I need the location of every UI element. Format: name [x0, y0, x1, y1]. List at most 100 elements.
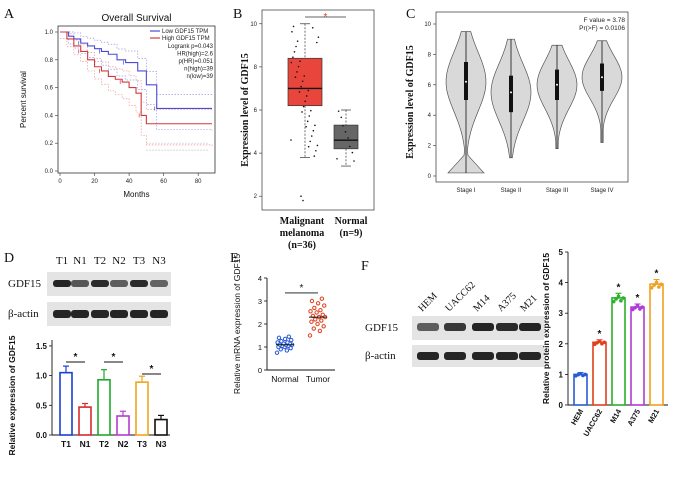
significance-star: *	[598, 329, 602, 340]
data-point	[301, 80, 304, 83]
x-tick-label: 40	[126, 179, 133, 185]
data-point	[305, 95, 308, 97]
category-label: HEM	[569, 408, 585, 427]
y-tick-label: 1	[559, 370, 564, 379]
data-point	[659, 282, 664, 287]
data-point	[322, 303, 327, 308]
y-tick-label: 1	[258, 343, 262, 352]
bar	[154, 418, 168, 436]
data-point	[318, 308, 323, 313]
data-point	[305, 125, 307, 128]
category-label: N1	[80, 439, 91, 449]
data-point	[275, 340, 280, 345]
bar	[611, 297, 626, 406]
y-tick-label: 10	[250, 22, 257, 28]
data-point	[284, 348, 290, 353]
data-point	[317, 328, 323, 334]
outlier-point	[300, 195, 302, 198]
blot-lane-label: HEM	[416, 291, 440, 315]
blot-band	[519, 352, 541, 360]
y-tick-label: 2	[559, 340, 564, 349]
blot-band	[53, 280, 71, 287]
data-point	[310, 135, 313, 137]
blot-row-label: GDF15	[8, 278, 42, 290]
panel-a-survival-chart: Overall Survival 0 20 40 60 80 0.0 0.2 0.4 0.6 0.8…	[19, 13, 216, 199]
data-point	[351, 151, 354, 154]
violin-median	[556, 83, 558, 86]
data-point	[307, 89, 310, 92]
y-tick-label: 0.5	[36, 401, 48, 410]
data-point	[316, 41, 318, 44]
data-point	[621, 296, 626, 300]
blot-band	[110, 310, 128, 318]
plot-frame	[57, 25, 216, 174]
y-tick-label: 6	[428, 83, 432, 89]
panel-label-a: A	[4, 7, 15, 22]
data-point	[313, 317, 318, 322]
y-tick-label: 1.0	[36, 372, 48, 381]
significance-star: *	[636, 293, 640, 304]
x-tick-label: 80	[195, 179, 202, 185]
significance-star: *	[150, 364, 154, 375]
category-label: Stage I	[456, 188, 475, 194]
survival-curve	[60, 31, 212, 125]
y-tick-label: 0.4	[45, 113, 54, 119]
data-point	[310, 109, 312, 112]
category-label: Stage III	[546, 188, 569, 194]
blot-band	[53, 310, 71, 318]
data-point	[649, 286, 654, 290]
data-point	[614, 297, 618, 301]
category-label: (n=36)	[288, 240, 316, 251]
bar	[97, 378, 111, 436]
blot-row-label: β-actin	[365, 350, 396, 362]
data-point	[312, 305, 317, 311]
y-tick-label: 2	[428, 144, 432, 150]
data-point	[583, 372, 588, 377]
data-point	[320, 312, 325, 317]
legend-label: Low GDF15 TPM	[162, 29, 208, 35]
y-axis-label: Relative mRNA expression of GDF15	[232, 254, 242, 395]
data-point	[299, 60, 301, 62]
significance-star: *	[324, 12, 328, 23]
y-tick-label: 2	[258, 320, 262, 329]
data-point	[347, 137, 349, 139]
panel-label-c: C	[406, 7, 415, 22]
y-axis-label: Relative expression of GDF15	[7, 335, 17, 455]
bar	[649, 283, 664, 406]
data-point	[296, 71, 298, 73]
panel-label-f: F	[361, 259, 369, 274]
y-axis-label: Expression level of GDF15	[240, 53, 251, 166]
data-point	[309, 140, 312, 143]
violin-iqr-box	[509, 75, 513, 113]
blot-band	[472, 352, 494, 360]
y-tick-label: 3	[258, 297, 262, 306]
y-tick-label: 1.0	[45, 30, 54, 36]
blot-band	[71, 280, 89, 287]
category-label: Malignant	[280, 216, 325, 227]
y-tick-label: 5	[559, 248, 564, 257]
category-label: Tumor	[306, 374, 330, 384]
data-point	[286, 334, 292, 339]
blot-lane-label: N3	[152, 255, 166, 267]
data-point	[311, 326, 316, 331]
data-point	[293, 51, 296, 53]
legend-label: High GDF15 TPM	[162, 36, 210, 42]
y-tick-label: 1.5	[36, 342, 48, 351]
significance-star: *	[74, 352, 78, 363]
data-point	[311, 26, 314, 29]
data-point	[302, 105, 305, 108]
category-label: T2	[99, 439, 109, 449]
data-point	[307, 333, 313, 338]
blot-row-label: β-actin	[8, 308, 39, 320]
data-point	[640, 305, 645, 309]
y-tick-label: 8	[428, 52, 432, 58]
stat-text: Pr(>F) = 0.0106	[579, 25, 625, 32]
blot-band	[519, 323, 541, 331]
y-tick-label: 0.6	[45, 86, 54, 92]
data-point	[315, 301, 321, 306]
data-point	[635, 304, 640, 308]
blot-band	[496, 323, 518, 331]
data-point	[619, 298, 623, 303]
